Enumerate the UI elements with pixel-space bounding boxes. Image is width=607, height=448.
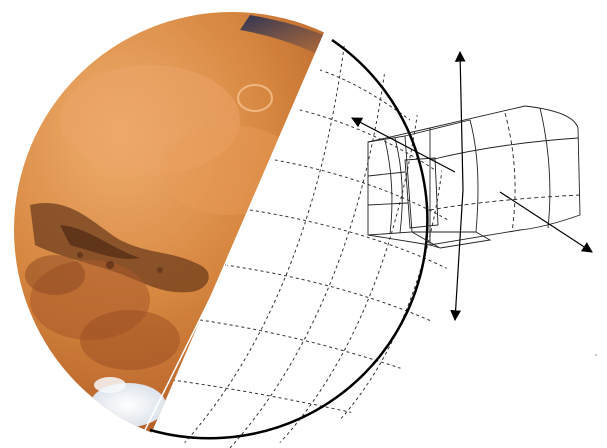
- globe-outline: [149, 38, 429, 440]
- coordinate-arrows: [351, 50, 593, 322]
- dark-albedo-region: [30, 203, 209, 293]
- arrow-icon: [351, 117, 456, 173]
- terminator-line: [144, 39, 339, 431]
- arrow-icon: [450, 189, 464, 322]
- volume-element-wireframe: [367, 105, 581, 249]
- speck: [595, 354, 597, 356]
- arrow-icon: [499, 191, 593, 253]
- crater-feature: [237, 84, 273, 112]
- mars-surface: [14, 12, 338, 448]
- arrow-icon: [454, 50, 466, 191]
